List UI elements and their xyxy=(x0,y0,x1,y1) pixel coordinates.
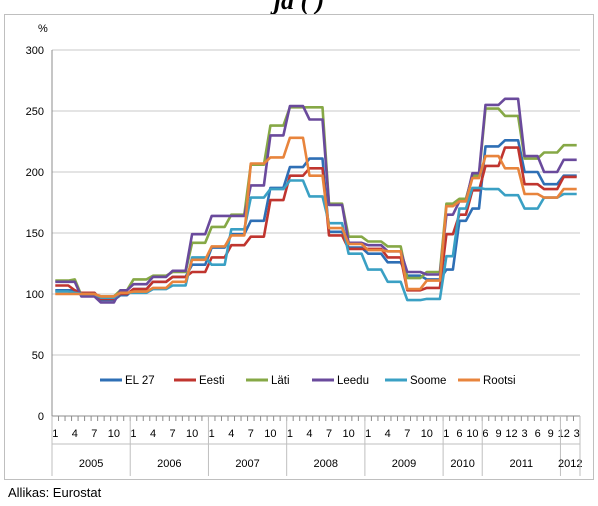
series-line xyxy=(55,179,577,302)
x-tick-label: 6 xyxy=(482,428,488,440)
x-tick-label: 10 xyxy=(108,428,120,440)
series-line xyxy=(55,106,577,298)
x-tick-label: 7 xyxy=(170,428,176,440)
x-tick-label: 1 xyxy=(130,428,136,440)
x-tick-label: 6 xyxy=(456,428,462,440)
x-tick-label: 7 xyxy=(248,428,254,440)
x-tick-label: 9 xyxy=(495,428,501,440)
x-tick-label: 7 xyxy=(91,428,97,440)
y-tick-label: 200 xyxy=(26,167,44,179)
x-tick-label: 4 xyxy=(228,428,234,440)
x-tick-label: 9 xyxy=(548,428,554,440)
year-label: 2007 xyxy=(235,458,259,470)
x-tick-label: 4 xyxy=(150,428,156,440)
legend-label: Leedu xyxy=(337,375,369,387)
y-axis-label: % xyxy=(38,23,48,35)
legend-label: Eesti xyxy=(199,375,225,387)
x-tick-label: 12 xyxy=(558,428,570,440)
source-note: Allikas: Eurostat xyxy=(8,485,102,500)
x-tick-label: 7 xyxy=(404,428,410,440)
year-label: 2006 xyxy=(157,458,181,470)
series-line xyxy=(55,146,577,301)
y-tick-label: 50 xyxy=(32,350,44,362)
y-tick-label: 150 xyxy=(26,228,44,240)
x-tick-label: 10 xyxy=(342,428,354,440)
x-tick-label: 1 xyxy=(209,428,215,440)
x-tick-label: 4 xyxy=(385,428,391,440)
x-tick-label: 1 xyxy=(52,428,58,440)
chart-frame xyxy=(4,14,594,480)
y-tick-label: 300 xyxy=(26,45,44,57)
legend-label: Läti xyxy=(271,375,290,387)
x-tick-label: 12 xyxy=(505,428,517,440)
x-tick-label: 10 xyxy=(421,428,433,440)
x-tick-label: 4 xyxy=(306,428,312,440)
x-tick-label: 1 xyxy=(443,428,449,440)
x-tick-label: 3 xyxy=(522,428,528,440)
x-tick-label: 7 xyxy=(326,428,332,440)
legend-label: EL 27 xyxy=(125,375,155,387)
y-tick-label: 100 xyxy=(26,289,44,301)
y-tick-label: 250 xyxy=(26,106,44,118)
legend-label: Soome xyxy=(410,375,446,387)
year-label: 2011 xyxy=(510,458,534,470)
year-label: 2005 xyxy=(79,458,103,470)
x-tick-label: 10 xyxy=(186,428,198,440)
x-tick-label: 3 xyxy=(574,428,580,440)
year-label: 2010 xyxy=(450,458,474,470)
x-tick-label: 6 xyxy=(535,428,541,440)
cut-off-title: ja ( ) xyxy=(273,0,325,15)
x-tick-label: 10 xyxy=(264,428,276,440)
year-label: 2012 xyxy=(558,458,582,470)
y-tick-label: 0 xyxy=(38,411,44,423)
legend-label: Rootsi xyxy=(483,375,516,387)
series-line xyxy=(55,136,577,298)
year-label: 2009 xyxy=(392,458,416,470)
series-line xyxy=(55,97,577,304)
x-tick-label: 4 xyxy=(72,428,78,440)
x-tick-label: 1 xyxy=(287,428,293,440)
x-tick-label: 1 xyxy=(365,428,371,440)
x-tick-label: 10 xyxy=(466,428,478,440)
year-label: 2008 xyxy=(314,458,338,470)
